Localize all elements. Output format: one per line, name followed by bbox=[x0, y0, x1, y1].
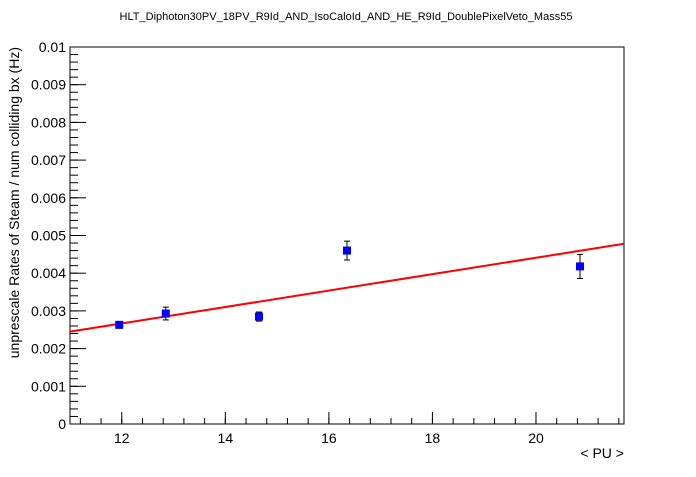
y-tick-label: 0.007 bbox=[31, 152, 66, 168]
x-tick-label: 14 bbox=[218, 430, 234, 446]
data-point bbox=[254, 311, 263, 322]
y-tick-label: 0.001 bbox=[31, 378, 66, 394]
data-marker bbox=[575, 262, 584, 271]
y-tick-label: 0.01 bbox=[39, 39, 66, 55]
data-points-layer bbox=[115, 240, 584, 329]
x-tick-label: 18 bbox=[425, 430, 441, 446]
x-axis-label: < PU > bbox=[580, 445, 624, 461]
y-tick-label: 0.002 bbox=[31, 341, 66, 357]
y-tick-label: 0.003 bbox=[31, 303, 66, 319]
data-point bbox=[343, 240, 351, 261]
y-tick-label: 0.008 bbox=[31, 114, 66, 130]
data-point bbox=[161, 306, 170, 321]
y-tick-label: 0.004 bbox=[31, 265, 66, 281]
x-tick-label: 12 bbox=[114, 430, 130, 446]
y-axis-label: unprescale Rates of Steam / num collidin… bbox=[6, 47, 22, 358]
plot-frame bbox=[69, 46, 625, 425]
y-tick-label: 0 bbox=[58, 416, 66, 432]
data-marker bbox=[161, 309, 170, 318]
data-point bbox=[575, 253, 584, 279]
y-tick-label: 0.009 bbox=[31, 77, 66, 93]
chart-title: HLT_Diphoton30PV_18PV_R9Id_AND_IsoCaloId… bbox=[120, 11, 573, 23]
x-tick-label: 20 bbox=[528, 430, 544, 446]
y-axis-ticks: 0 0.001 0.002 0.003 0.004 0.005 0.006 0.007 0.00… bbox=[31, 39, 86, 432]
x-axis-ticks: 12 14 16 18 20 bbox=[114, 412, 544, 446]
x-minor-ticks bbox=[79, 418, 620, 424]
data-point bbox=[115, 320, 124, 329]
y-tick-label: 0.005 bbox=[31, 228, 66, 244]
data-marker bbox=[343, 246, 351, 255]
data-marker bbox=[254, 312, 263, 321]
data-marker bbox=[115, 320, 124, 329]
y-tick-label: 0.006 bbox=[31, 190, 66, 206]
x-tick-label: 16 bbox=[321, 430, 337, 446]
